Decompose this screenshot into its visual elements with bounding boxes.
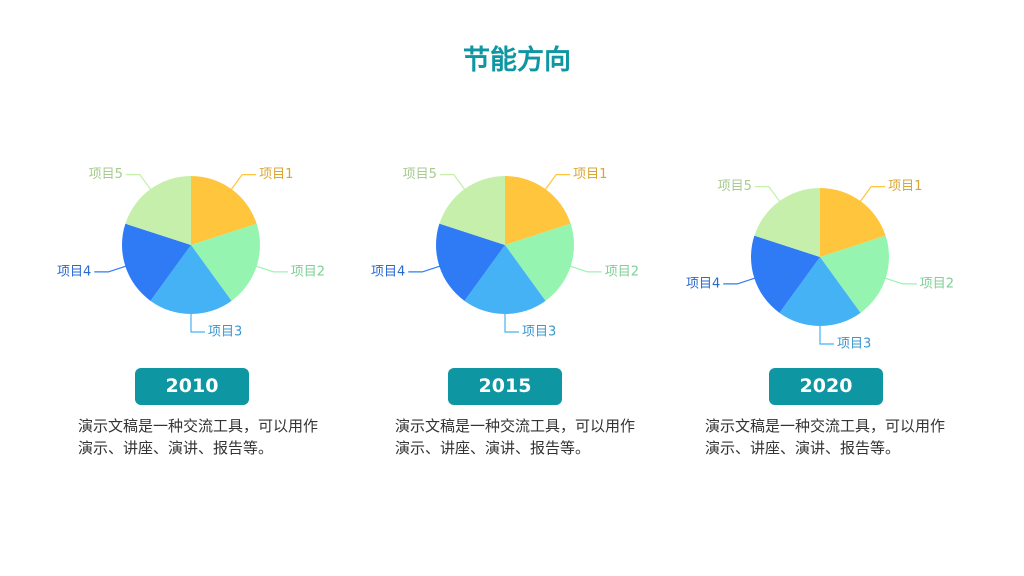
slice-label: 项目3: [522, 325, 556, 340]
year-badge: 2010: [135, 368, 249, 405]
leader-line: [881, 276, 917, 285]
slice-label: 项目2: [920, 276, 954, 291]
pie-slice: [121, 223, 191, 301]
pie-slice: [125, 176, 191, 245]
slice-label: 项目2: [291, 264, 325, 279]
leader-line: [439, 174, 468, 193]
slice-label: 项目1: [888, 179, 922, 194]
leader-line: [566, 264, 602, 273]
pie-slice: [754, 188, 820, 257]
pie-slice: [751, 235, 820, 313]
leader-line: [125, 174, 154, 193]
description: 演示文稿是一种交流工具，可以用作演示、讲座、演讲、报告等。: [78, 417, 319, 457]
year-badge: 2020: [769, 368, 883, 405]
pie-slice: [150, 245, 232, 314]
pie-slice: [779, 257, 861, 327]
slice-label: 项目3: [208, 325, 242, 340]
leader-line: [542, 174, 571, 193]
leader-line: [504, 310, 519, 333]
slice-label: 项目4: [57, 264, 91, 279]
leader-line: [228, 174, 257, 193]
pie-slice: [439, 176, 505, 245]
slide-title: 节能方向: [463, 45, 571, 76]
pie-slice: [191, 176, 257, 245]
slice-label: 项目5: [89, 167, 123, 182]
pie-slice: [820, 188, 886, 257]
slice-label: 项目4: [686, 276, 720, 291]
slice-label: 项目4: [371, 264, 405, 279]
leader-line: [754, 186, 783, 205]
pie-slice: [435, 223, 505, 301]
leader-line: [819, 322, 834, 345]
year-badge: 2015: [448, 368, 562, 405]
slice-label: 项目1: [259, 167, 293, 182]
slice-label: 项目1: [573, 167, 607, 182]
leader-line: [723, 276, 759, 285]
pie-slice: [505, 223, 575, 301]
pie-slice: [505, 176, 571, 245]
pie-slice: [191, 223, 260, 301]
slice-label: 项目5: [718, 179, 752, 194]
leader-line: [190, 310, 205, 333]
slice-label: 项目2: [605, 264, 639, 279]
slice-label: 项目5: [403, 167, 437, 182]
description: 演示文稿是一种交流工具，可以用作演示、讲座、演讲、报告等。: [395, 417, 636, 457]
leader-line: [857, 186, 886, 205]
leader-line: [252, 264, 288, 273]
pie-slice: [820, 235, 889, 313]
pie-slice: [464, 245, 546, 314]
leader-line: [408, 264, 444, 273]
description: 演示文稿是一种交流工具，可以用作演示、讲座、演讲、报告等。: [705, 417, 946, 457]
slice-label: 项目3: [837, 337, 871, 352]
leader-line: [94, 264, 130, 273]
